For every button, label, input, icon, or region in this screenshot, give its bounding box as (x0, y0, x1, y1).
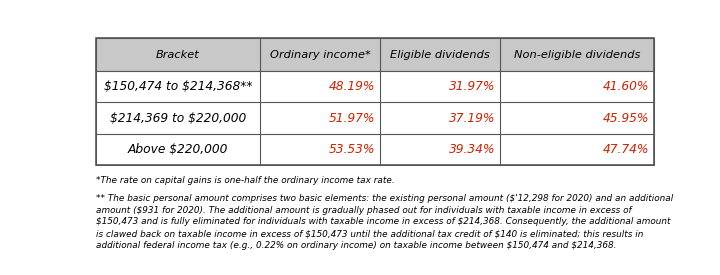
Text: 39.34%: 39.34% (449, 143, 495, 156)
Bar (96, 71, 654, 103)
Text: 48.19%: 48.19% (329, 80, 376, 93)
Text: *The rate on capital gains is one-half the ordinary income tax rate.: *The rate on capital gains is one-half t… (96, 176, 395, 185)
Text: \$150,474 to \$214,368**: \$150,474 to \$214,368** (104, 80, 252, 93)
Text: Above \$220,000: Above \$220,000 (127, 143, 228, 156)
Text: ** The basic personal amount comprises two basic elements: the existing personal: ** The basic personal amount comprises t… (96, 194, 672, 250)
Text: Ordinary income*: Ordinary income* (270, 50, 371, 60)
Text: 45.95%: 45.95% (603, 112, 649, 125)
Text: 41.60%: 41.60% (603, 80, 649, 93)
Text: Bracket: Bracket (156, 50, 199, 60)
Text: Non-eligible dividends: Non-eligible dividends (513, 50, 640, 60)
Text: 53.53%: 53.53% (329, 143, 376, 156)
Bar (96, 38, 654, 71)
Bar (96, 38, 654, 165)
Text: Eligible dividends: Eligible dividends (390, 50, 490, 60)
Text: \$214,369 to \$220,000: \$214,369 to \$220,000 (109, 112, 246, 125)
Bar (96, 134, 654, 165)
Text: 51.97%: 51.97% (329, 112, 376, 125)
Text: 47.74%: 47.74% (603, 143, 649, 156)
Bar (96, 103, 654, 134)
Text: 37.19%: 37.19% (449, 112, 495, 125)
Text: 31.97%: 31.97% (449, 80, 495, 93)
